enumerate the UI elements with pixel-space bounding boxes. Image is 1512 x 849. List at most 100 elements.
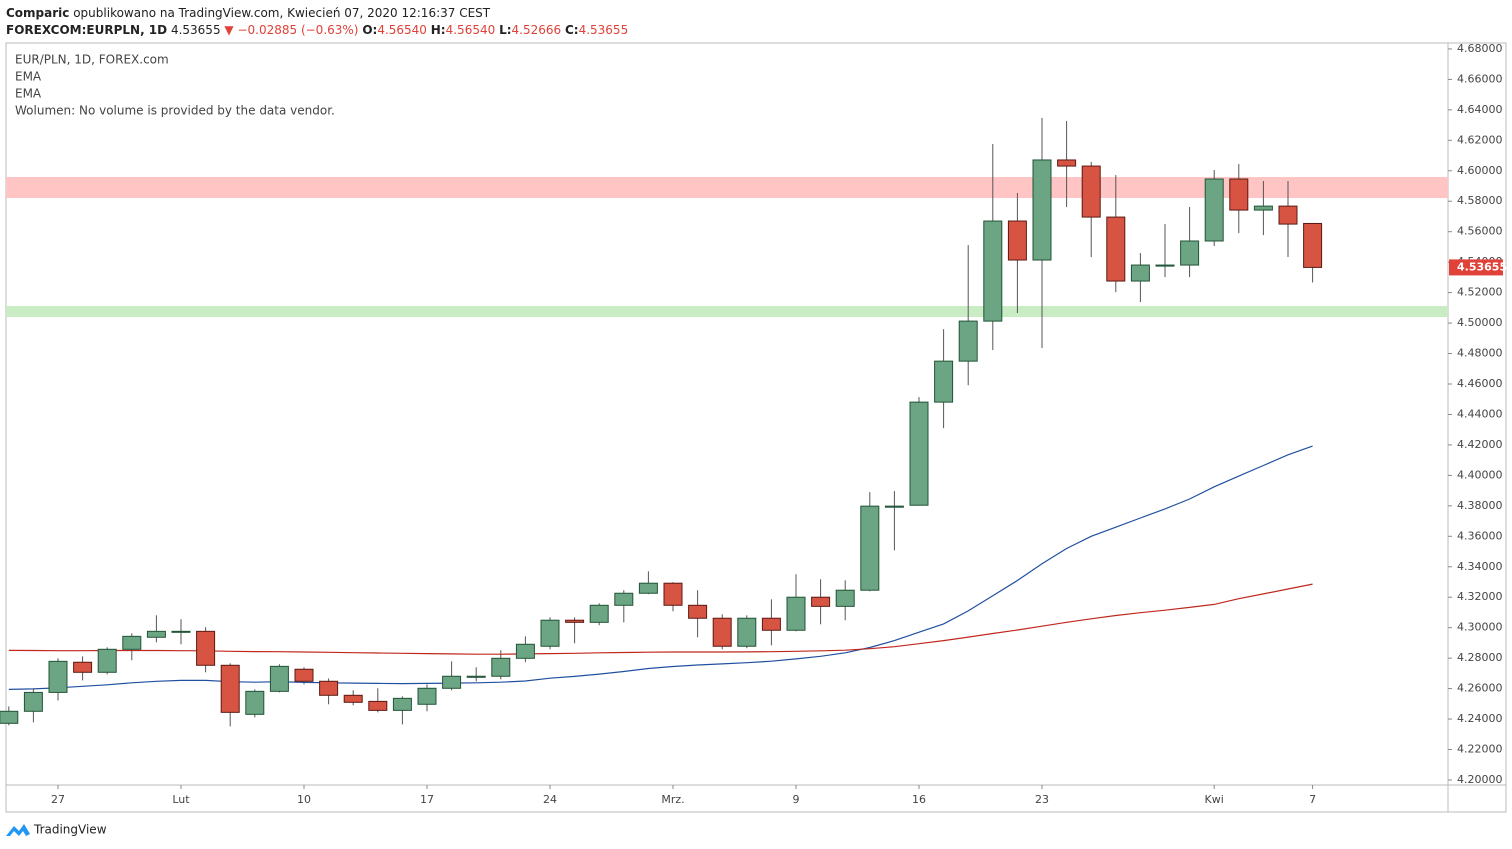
candle-body — [712, 617, 732, 647]
plot: 4.20000 4.22000 4.24000 4.26000 4.28000 4.300… — [0, 42, 1507, 806]
candle-body — [835, 589, 855, 607]
tradingview-logo — [6, 824, 30, 836]
candle-body — [491, 657, 511, 677]
candle-body — [811, 596, 831, 607]
candle-body — [392, 697, 412, 711]
y-tick-label: 4.22000 — [1457, 743, 1503, 756]
candle-body — [737, 617, 757, 647]
candle-body — [1229, 178, 1249, 211]
candle-body — [294, 668, 314, 682]
volume-note: Wolumen: No volume is provided by the da… — [15, 104, 335, 118]
candle-body — [934, 360, 954, 403]
y-tick-label: 4.62000 — [1457, 133, 1503, 146]
candle-body — [220, 664, 240, 713]
price: 4.53655 — [171, 23, 221, 37]
header-line-2: FOREXCOM:EURPLN, 1D 4.53655 ▼ −0.02885 (… — [6, 23, 628, 37]
candle-body — [884, 505, 904, 508]
ema-line — [8, 583, 1313, 655]
y-tick-label: 4.28000 — [1457, 651, 1503, 664]
candle-body — [1057, 159, 1077, 167]
candle-body — [343, 694, 363, 703]
author: Comparic — [6, 6, 69, 20]
candle-body — [466, 675, 486, 678]
ohlc-label: H: — [431, 23, 446, 37]
last-price-box — [1449, 259, 1503, 276]
candle-body — [614, 592, 634, 606]
x-tick-label: Mrz. — [661, 793, 684, 806]
ohlc-value: 4.52666 — [512, 23, 562, 37]
candle-body — [1007, 220, 1027, 261]
ohlc-label: L: — [499, 23, 511, 37]
candle-body — [1032, 159, 1052, 261]
symbol: FOREXCOM:EURPLN, 1D — [6, 23, 167, 37]
pane-title: EUR/PLN, 1D, FOREX.com — [15, 53, 169, 67]
candle-body — [589, 604, 609, 623]
ohlc-value: 4.53655 — [579, 23, 629, 37]
x-tick-label: Lut — [172, 793, 190, 806]
y-tick-label: 4.64000 — [1457, 103, 1503, 116]
y-tick-label: 4.30000 — [1457, 621, 1503, 634]
y-tick-label: 4.66000 — [1457, 72, 1503, 85]
ohlc-value: 4.56540 — [377, 23, 427, 37]
y-tick-label: 4.48000 — [1457, 347, 1503, 360]
x-tick-label: 16 — [912, 793, 926, 806]
candle-body — [1106, 216, 1126, 282]
chart-frame — [5, 42, 1507, 813]
y-tick-label: 4.38000 — [1457, 499, 1503, 512]
candle-body — [319, 680, 339, 696]
candle-body — [515, 643, 535, 659]
candle-body — [1180, 240, 1200, 266]
y-tick-label: 4.32000 — [1457, 590, 1503, 603]
candle-body — [97, 648, 117, 673]
y-tick-label: 4.34000 — [1457, 560, 1503, 573]
x-tick-label: 17 — [420, 793, 434, 806]
candle-body — [663, 582, 683, 606]
ohlc-value: 4.56540 — [446, 23, 496, 37]
candle-body — [1303, 222, 1323, 268]
candle-body — [23, 691, 43, 712]
y-tick-label: 4.58000 — [1457, 194, 1503, 207]
x-tick-label: 9 — [793, 793, 800, 806]
candle-body — [146, 630, 166, 638]
candle-body — [171, 630, 191, 633]
candle-body — [196, 630, 216, 666]
y-tick-label: 4.50000 — [1457, 316, 1503, 329]
x-tick-label: Kwi — [1205, 793, 1224, 806]
x-tick-label: 10 — [297, 793, 311, 806]
candle-body — [1081, 165, 1101, 218]
legend-entry: EMA — [15, 87, 42, 101]
x-tick-label: 7 — [1309, 793, 1316, 806]
y-tick-label: 4.52000 — [1457, 286, 1503, 299]
y-tick-label: 4.46000 — [1457, 377, 1503, 390]
candle-body — [786, 596, 806, 631]
y-tick-label: 4.68000 — [1457, 42, 1503, 55]
candle-body — [1155, 264, 1175, 267]
y-tick-label: 4.56000 — [1457, 225, 1503, 238]
candle-body — [1130, 264, 1150, 282]
candle-body — [638, 582, 658, 594]
y-tick-label: 4.24000 — [1457, 712, 1503, 725]
y-tick-label: 4.44000 — [1457, 407, 1503, 420]
brand: TradingView — [33, 823, 107, 837]
x-tick-label: 24 — [543, 793, 557, 806]
ohlc-label: C: — [565, 23, 579, 37]
candle-body — [245, 690, 265, 715]
header-line-1: Comparic opublikowano na TradingView.com… — [6, 6, 491, 20]
candle-body — [1278, 205, 1298, 225]
x-tick-label: 23 — [1035, 793, 1049, 806]
zone — [6, 306, 1448, 317]
y-tick-label: 4.26000 — [1457, 682, 1503, 695]
y-tick-label: 4.60000 — [1457, 164, 1503, 177]
candle-body — [0, 710, 19, 724]
candle-body — [860, 505, 880, 591]
change: ▼ −0.02885 (−0.63%) — [224, 23, 358, 37]
candle-body — [1204, 178, 1224, 242]
candle-body — [73, 661, 93, 673]
candle-body — [48, 660, 68, 693]
candle-body — [269, 665, 289, 692]
y-tick-label: 4.42000 — [1457, 438, 1503, 451]
candle-body — [540, 619, 560, 647]
candle-body — [958, 320, 978, 362]
